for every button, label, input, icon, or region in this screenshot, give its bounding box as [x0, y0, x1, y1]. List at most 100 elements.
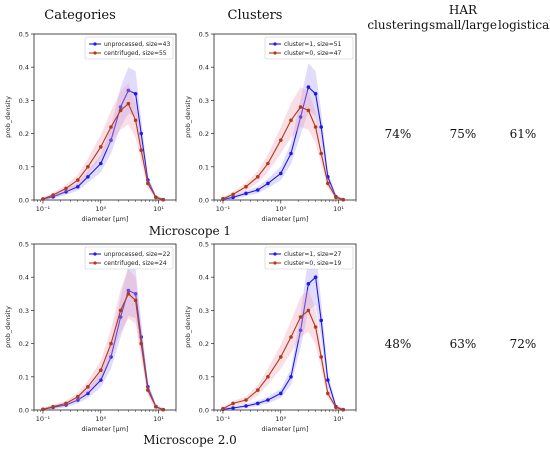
data-point	[76, 184, 80, 189]
data-point	[139, 341, 143, 346]
plot-frame	[213, 243, 357, 411]
data-point	[319, 318, 323, 323]
y-tick-label: 0.4	[19, 64, 29, 72]
y-tick-label: 0.4	[199, 64, 209, 72]
data-point	[109, 355, 113, 359]
data-point	[99, 368, 103, 372]
x-tick-label: 10⁰	[95, 415, 106, 423]
metric-header-clustering: clustering	[366, 18, 430, 33]
data-point	[126, 292, 131, 296]
legend-box	[264, 36, 354, 60]
x-tick-label: 10¹	[333, 205, 344, 213]
result-microscope2-logistical: 72%	[509, 337, 537, 351]
data-point	[256, 175, 260, 179]
y-tick-label: 0.4	[19, 274, 29, 282]
y-tick-label: 0.1	[19, 163, 29, 171]
data-point	[279, 391, 283, 396]
data-point	[334, 195, 338, 200]
y-tick-label: 0.3	[199, 97, 209, 105]
series-line	[222, 86, 344, 201]
data-point	[298, 315, 303, 319]
x-tick-label: 10⁻¹	[216, 205, 231, 213]
legend-marker	[93, 261, 97, 265]
chart-clusters-microscope2: 0.0 0.1 0.2 0.3 0.4 0.5 10⁻¹ 10⁰ 10¹ diameter [µm…	[184, 241, 357, 433]
legend-label: unprocessed, size=43	[104, 41, 170, 48]
data-point	[334, 405, 338, 410]
y-tick-label: 0.2	[199, 340, 209, 348]
data-point	[126, 288, 131, 293]
chart-clusters-microscope1: 0.0 0.1 0.2 0.3 0.4 0.5 10⁻¹ 10⁰ 10¹ diameter [µm…	[184, 31, 357, 223]
data-point	[319, 355, 323, 359]
data-point	[86, 175, 90, 179]
legend-box	[84, 246, 174, 270]
data-point	[306, 282, 311, 286]
y-tick-label: 0.5	[199, 31, 209, 39]
data-point	[133, 92, 138, 96]
chart-categories-microscope1: 0.0 0.1 0.2 0.3 0.4 0.5 10⁻¹ 10⁰ 10¹ diameter [µm…	[4, 31, 177, 223]
legend-marker	[273, 252, 277, 256]
data-point	[326, 378, 330, 382]
data-point	[313, 125, 318, 129]
data-point	[231, 406, 235, 410]
data-point	[298, 105, 303, 109]
x-axis-label: diameter [µm]	[261, 425, 308, 433]
data-point	[279, 355, 283, 359]
legend: unprocessed, size=22 centrifuged, size=24	[84, 246, 174, 270]
legend-label: cluster=1, size=51	[284, 41, 342, 48]
y-tick-label: 0.0	[199, 197, 209, 205]
confidence-band	[43, 269, 164, 410]
legend-label: unprocessed, size=22	[104, 251, 170, 258]
data-point	[161, 407, 165, 412]
row-label-microscope-2: Microscope 2.0	[143, 433, 237, 447]
data-point	[313, 325, 318, 329]
data-point	[306, 85, 311, 89]
data-point	[256, 388, 260, 392]
data-point	[64, 401, 68, 406]
data-point	[221, 406, 225, 411]
data-point	[313, 92, 318, 96]
data-point	[266, 181, 270, 186]
metric-header-har-line1: HAR	[448, 3, 478, 17]
y-axis-label: prob_density	[184, 306, 192, 348]
data-point	[266, 398, 270, 402]
data-point	[118, 315, 123, 319]
legend-label: cluster=1, size=27	[284, 251, 342, 258]
x-tick-label: 10¹	[153, 415, 164, 423]
data-point	[289, 335, 293, 339]
data-point	[64, 189, 68, 194]
data-point	[266, 375, 270, 379]
y-tick-label: 0.0	[199, 407, 209, 415]
data-point	[231, 195, 235, 200]
data-point	[279, 138, 283, 142]
y-axis-label: prob_density	[4, 306, 12, 348]
x-tick-label: 10⁰	[275, 205, 286, 213]
confidence-band	[223, 63, 344, 201]
metric-header-logistical: logistical	[498, 18, 550, 33]
result-microscope1-har: 75%	[449, 127, 477, 141]
data-point	[64, 186, 68, 191]
confidence-band	[223, 87, 344, 200]
y-tick-label: 0.3	[199, 307, 209, 315]
data-point	[319, 151, 323, 156]
x-axis-label: diameter [µm]	[81, 425, 128, 433]
data-point	[76, 398, 80, 402]
data-point	[244, 184, 248, 189]
x-tick-label: 10¹	[333, 415, 344, 423]
legend-box	[84, 36, 174, 60]
data-point	[109, 125, 113, 129]
y-axis-label: prob_density	[4, 96, 12, 138]
y-tick-label: 0.1	[199, 373, 209, 381]
plot-frame	[33, 33, 177, 201]
y-tick-label: 0.5	[199, 241, 209, 249]
series-line	[42, 89, 164, 201]
result-microscope2-clustering: 48%	[384, 337, 412, 351]
data-point	[306, 108, 311, 113]
data-point	[244, 191, 248, 196]
data-point	[161, 197, 165, 202]
confidence-band	[223, 249, 344, 410]
column-header-clusters: Clusters	[227, 8, 283, 23]
y-tick-label: 0.1	[199, 163, 209, 171]
data-point	[298, 115, 303, 119]
data-point	[341, 407, 345, 412]
result-microscope1-logistical: 61%	[509, 127, 537, 141]
